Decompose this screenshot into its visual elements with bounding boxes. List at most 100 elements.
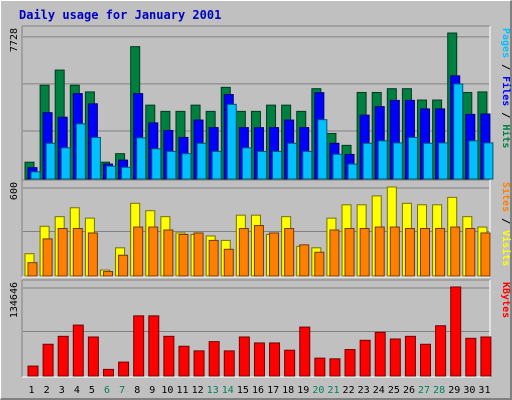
bar-pages-day-30: [468, 140, 479, 180]
bar-pages-day-3: [60, 147, 71, 180]
bar-kbytes-day-21: [329, 358, 341, 377]
bar-sites-day-20: [314, 251, 325, 277]
bar-pages-day-26: [407, 136, 418, 180]
bar-sites-day-7: [118, 254, 129, 277]
bar-kbytes-day-31: [480, 336, 492, 377]
bar-pages-day-2: [45, 142, 56, 180]
bar-kbytes-day-15: [238, 336, 250, 377]
day-label: 28: [433, 385, 445, 396]
bar-sites-day-18: [284, 228, 295, 277]
bar-pages-day-17: [272, 150, 283, 180]
day-label: 2: [44, 385, 50, 396]
bar-pages-day-5: [90, 136, 101, 180]
day-label: 14: [222, 385, 234, 396]
bar-pages-day-18: [287, 142, 298, 180]
day-label: 4: [74, 385, 80, 396]
bar-sites-day-29: [450, 226, 461, 277]
bar-kbytes-day-6: [102, 368, 114, 377]
bar-sites-day-28: [435, 228, 446, 277]
bar-pages-day-13: [211, 150, 222, 180]
day-label: 10: [161, 385, 173, 396]
bar-kbytes-day-11: [178, 345, 190, 377]
day-label: 26: [403, 385, 415, 396]
day-label: 3: [59, 385, 65, 396]
bar-sites-day-22: [344, 228, 355, 277]
bar-sites-day-25: [389, 226, 400, 277]
bar-pages-day-24: [377, 140, 388, 180]
bar-kbytes-day-1: [27, 365, 39, 377]
bar-pages-day-1: [30, 171, 41, 180]
bar-sites-day-12: [193, 232, 204, 277]
day-label: 30: [463, 385, 475, 396]
legend-entry: Pages: [500, 28, 511, 58]
bar-kbytes-day-23: [359, 339, 371, 377]
bar-kbytes-day-16: [253, 342, 265, 377]
panel-usage: 7728 Pages / Files / Hits: [9, 25, 512, 181]
day-label: 7: [119, 385, 125, 396]
bar-sites-day-31: [480, 232, 491, 277]
chart-panels: 7728 Pages / Files / Hits 600 Sites / Visit…: [9, 25, 512, 378]
legend-entry: Sites: [500, 182, 512, 212]
y-axis-max-label: 7728: [9, 28, 20, 52]
bar-pages-day-7: [121, 166, 132, 180]
bar-kbytes-day-10: [163, 335, 175, 377]
day-label: 21: [327, 385, 339, 396]
bar-pages-day-14: [226, 103, 237, 180]
bar-sites-day-11: [178, 233, 189, 277]
day-label: 23: [358, 385, 370, 396]
bar-sites-day-23: [359, 228, 370, 277]
day-label: 6: [104, 385, 110, 396]
bar-kbytes-day-12: [193, 350, 205, 377]
bar-kbytes-day-28: [435, 325, 447, 377]
bar-kbytes-day-30: [465, 337, 477, 377]
panel-kbytes: 134646 KBytes: [9, 279, 511, 378]
day-label: 19: [297, 385, 309, 396]
day-label: 15: [237, 385, 249, 396]
legend-entry: /: [500, 106, 511, 124]
bar-kbytes-day-29: [450, 286, 462, 377]
legend-usage: Pages / Files / Hits: [500, 28, 512, 148]
bar-sites-day-2: [42, 238, 53, 277]
bar-sites-day-16: [253, 225, 264, 277]
bar-pages-day-19: [302, 150, 313, 180]
bar-pages-day-4: [75, 123, 86, 180]
bar-sites-day-9: [148, 226, 159, 277]
bar-kbytes-day-4: [72, 324, 84, 377]
bar-kbytes-day-25: [389, 338, 401, 377]
bar-pages-day-8: [136, 137, 147, 180]
bar-pages-day-31: [483, 142, 494, 180]
legend-entry: Visits: [500, 230, 512, 266]
bar-kbytes-day-20: [314, 357, 326, 377]
bar-pages-day-12: [196, 142, 207, 180]
day-label: 22: [343, 385, 355, 396]
bar-sites-day-1: [27, 262, 38, 277]
bar-pages-day-22: [347, 163, 358, 180]
bar-sites-day-6: [102, 271, 113, 277]
day-label: 12: [192, 385, 204, 396]
bar-sites-day-10: [163, 229, 174, 277]
bar-pages-day-29: [453, 83, 464, 180]
day-label: 17: [267, 385, 279, 396]
series-sites: [27, 225, 491, 277]
y-axis-max-label: 600: [9, 182, 20, 200]
bar-pages-day-20: [317, 119, 328, 180]
bar-sites-day-13: [208, 239, 219, 277]
bar-pages-day-23: [362, 142, 373, 180]
bar-pages-day-15: [241, 147, 252, 180]
bar-kbytes-day-24: [374, 331, 386, 377]
legend-entry: /: [500, 212, 511, 230]
day-label: 25: [388, 385, 400, 396]
day-label: 31: [478, 385, 490, 396]
bar-sites-day-4: [72, 228, 83, 277]
bar-pages-day-16: [256, 150, 267, 180]
bar-kbytes-day-26: [404, 335, 416, 377]
bar-pages-day-9: [151, 148, 162, 180]
bar-sites-day-21: [329, 229, 340, 277]
legend-entry: Files: [500, 76, 512, 106]
day-label: 8: [134, 385, 140, 396]
bar-sites-day-5: [87, 232, 98, 277]
bar-pages-day-28: [438, 142, 449, 180]
bar-sites-day-19: [299, 244, 310, 277]
legend-kbytes: KBytes: [500, 282, 511, 318]
